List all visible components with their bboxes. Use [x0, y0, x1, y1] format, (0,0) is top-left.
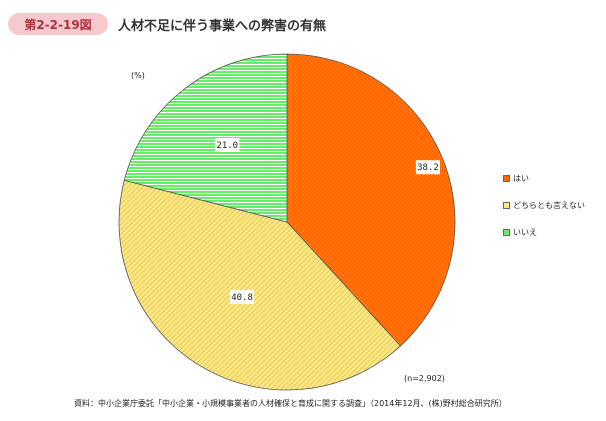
legend-item-yes: はい [503, 173, 585, 184]
legend-label-no: いいえ [513, 227, 537, 238]
legend-swatch-neutral [503, 202, 510, 209]
legend-label-neutral: どちらとも言えない [513, 200, 585, 211]
legend-swatch-no [503, 229, 510, 236]
legend-item-neutral: どちらとも言えない [503, 200, 585, 211]
legend-item-no: いいえ [503, 227, 585, 238]
sample-size-note: (n=2,902) [404, 374, 445, 383]
source-note: 資料：中小企業庁委託「中小企業・小規模事業者の人材確保と育成に関する調査」（20… [74, 398, 507, 409]
data-label-yes: 38.2 [417, 163, 439, 173]
legend-swatch-yes [503, 175, 510, 182]
data-label-neutral: 40.8 [231, 293, 253, 303]
chart-legend: はい どちらとも言えない いいえ [503, 173, 585, 254]
legend-label-yes: はい [513, 173, 529, 184]
data-label-no: 21.0 [216, 141, 238, 151]
